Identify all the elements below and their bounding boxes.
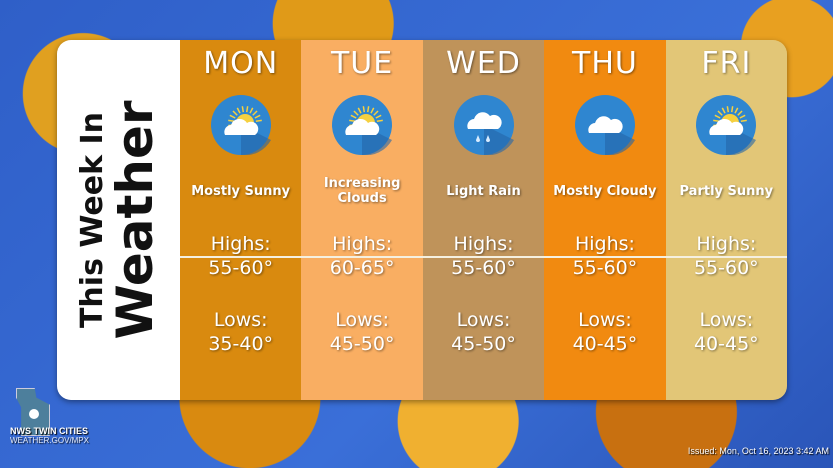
sun-cloud-icon bbox=[332, 95, 393, 155]
condition: Mostly Cloudy bbox=[553, 184, 657, 199]
title-line1: This Week In bbox=[74, 111, 110, 329]
lows: Lows: 35-40° bbox=[180, 308, 301, 356]
day-name: THU bbox=[572, 46, 638, 81]
highs-label: Highs: bbox=[453, 233, 514, 255]
condition: Light Rain bbox=[446, 184, 521, 199]
day-column-tue: TUE Increasing Clouds Highs: 60-65° Lows:… bbox=[301, 40, 423, 400]
divider bbox=[180, 256, 787, 258]
lows-value: 35-40° bbox=[208, 333, 274, 355]
highs-label: Highs: bbox=[332, 233, 393, 255]
cloud-icon bbox=[574, 95, 635, 155]
forecast-card: This Week In Weather MON Mostly Sunny Hi… bbox=[57, 40, 787, 400]
highs-value: 55-60° bbox=[208, 257, 274, 279]
condition: Mostly Sunny bbox=[191, 184, 291, 199]
condition: Increasing Clouds bbox=[323, 176, 401, 206]
lows-label: Lows: bbox=[578, 309, 632, 331]
day-name: FRI bbox=[701, 46, 752, 81]
highs-value: 55-60° bbox=[572, 257, 638, 279]
lows-label: Lows: bbox=[699, 309, 754, 331]
highs-label: Highs: bbox=[574, 233, 635, 255]
day-name: TUE bbox=[330, 46, 394, 81]
highs-label: Highs: bbox=[210, 233, 271, 255]
minnesota-logo bbox=[16, 388, 50, 436]
highs: Highs: 55-60° bbox=[180, 232, 301, 280]
day-column-wed: WED Light Rain Highs: 55-60° Lows: 45-50° bbox=[422, 40, 545, 400]
lows: Lows: 40-45° bbox=[544, 308, 665, 356]
sun-cloud-icon bbox=[696, 95, 757, 155]
highs: Highs: 55-60° bbox=[666, 232, 787, 280]
title-panel: This Week In Weather bbox=[57, 40, 180, 400]
org-site: WEATHER.GOV/MPX bbox=[10, 436, 89, 445]
day-column-fri: FRI Partly Sunny Highs: 55-60° Lows: 40-45… bbox=[665, 40, 787, 400]
highs-label: Highs: bbox=[696, 233, 757, 255]
lows-value: 40-45° bbox=[572, 333, 638, 355]
highs-value: 60-65° bbox=[329, 257, 395, 279]
lows-label: Lows: bbox=[335, 309, 389, 331]
lows: Lows: 40-45° bbox=[666, 308, 787, 356]
org-name: NWS TWIN CITIES bbox=[10, 426, 88, 436]
day-column-thu: THU Mostly Cloudy Highs: 55-60° Lows: 40-4… bbox=[544, 40, 666, 400]
rain-cloud-icon bbox=[453, 95, 514, 155]
lows: Lows: 45-50° bbox=[301, 308, 422, 356]
day-name: MON bbox=[203, 46, 279, 81]
lows-label: Lows: bbox=[213, 309, 268, 331]
sun-cloud-icon bbox=[210, 95, 271, 155]
highs: Highs: 55-60° bbox=[423, 232, 544, 280]
lows-value: 45-50° bbox=[329, 333, 395, 355]
lows-value: 40-45° bbox=[693, 333, 759, 355]
lows-label: Lows: bbox=[456, 309, 511, 331]
day-column-mon: MON Mostly Sunny Highs: 55-60° Lows: 35-40… bbox=[180, 40, 302, 400]
highs: Highs: 60-65° bbox=[301, 232, 422, 280]
title-line2: Weather bbox=[105, 100, 164, 340]
nws-branding: NWS TWIN CITIES WEATHER.GOV/MPX bbox=[10, 388, 89, 445]
condition: Partly Sunny bbox=[679, 184, 774, 199]
highs-value: 55-60° bbox=[451, 257, 516, 279]
issued-timestamp: Issued: Mon, Oct 16, 2023 3:42 AM bbox=[687, 446, 829, 456]
day-name: WED bbox=[446, 46, 521, 81]
lows-value: 45-50° bbox=[451, 333, 516, 355]
lows: Lows: 45-50° bbox=[423, 308, 544, 356]
highs-value: 55-60° bbox=[693, 257, 759, 279]
highs: Highs: 55-60° bbox=[544, 232, 665, 280]
